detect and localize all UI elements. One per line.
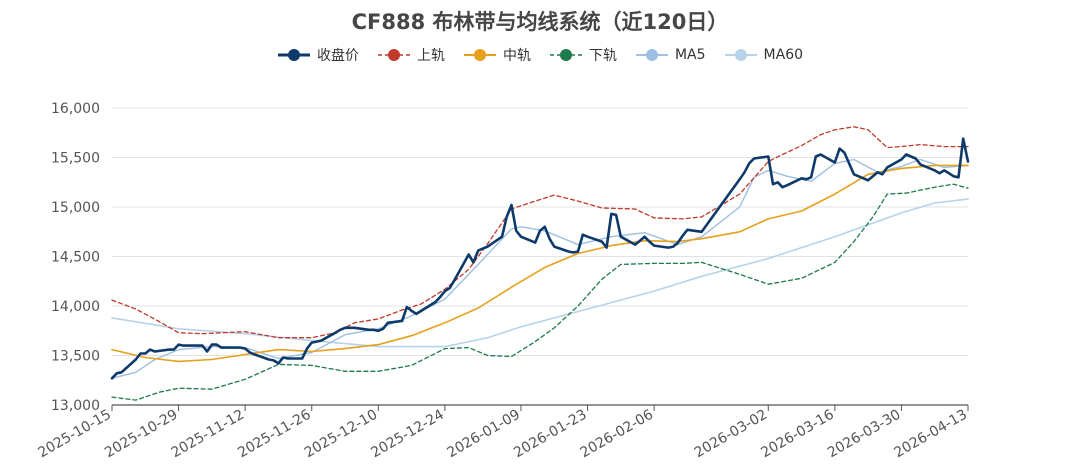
y-tick-label: 13,500 bbox=[51, 349, 100, 365]
x-tick-label: 2025-11-12 bbox=[169, 407, 247, 462]
chart-title: CF888 布林带与均线系统（近120日） bbox=[351, 10, 729, 34]
legend-item-close[interactable]: 收盘价 bbox=[277, 45, 359, 65]
legend-swatch-middle-band bbox=[463, 49, 496, 61]
y-tick-label: 14,000 bbox=[51, 299, 100, 315]
series-line-close bbox=[110, 137, 970, 380]
x-tick-label: 2026-03-02 bbox=[692, 407, 770, 462]
series-line-ma60 bbox=[111, 198, 969, 348]
x-tick-label: 2026-01-09 bbox=[445, 407, 523, 462]
x-tick-label: 2026-02-06 bbox=[578, 407, 657, 462]
x-tick-label: 2025-10-15 bbox=[36, 407, 114, 462]
legend-item-ma60[interactable]: MA60 bbox=[724, 47, 803, 63]
legend-item-middle-band[interactable]: 中轨 bbox=[463, 45, 531, 65]
legend-swatch-upper-band bbox=[377, 49, 410, 61]
legend-swatch-lower-band bbox=[549, 49, 582, 61]
legend-label-ma5: MA5 bbox=[674, 47, 706, 63]
series-line-middle-band bbox=[111, 164, 969, 363]
x-tick-label: 2025-10-29 bbox=[102, 407, 180, 462]
series-line-ma5 bbox=[111, 158, 969, 379]
series-line-lower-band bbox=[111, 183, 969, 401]
legend-label-middle-band: 中轨 bbox=[502, 48, 531, 64]
y-tick-label: 13,000 bbox=[51, 398, 100, 414]
series-line-upper-band bbox=[111, 126, 969, 339]
y-tick-label: 14,500 bbox=[51, 250, 100, 266]
y-tick-label: 15,000 bbox=[51, 200, 100, 216]
legend-label-close: 收盘价 bbox=[316, 48, 359, 64]
legend-item-lower-band[interactable]: 下轨 bbox=[549, 45, 617, 65]
x-tick-label: 2026-03-30 bbox=[825, 407, 903, 462]
legend-label-ma60: MA60 bbox=[763, 47, 804, 63]
legend-swatch-close bbox=[277, 49, 310, 61]
legend-swatch-ma60 bbox=[724, 49, 757, 61]
legend-item-upper-band[interactable]: 上轨 bbox=[377, 45, 445, 65]
x-tick-label: 2025-12-24 bbox=[368, 407, 447, 462]
legend: 收盘价 上轨 中轨 下轨 MA5 MA60 bbox=[0, 45, 1080, 65]
x-tick-label: 2026-04-13 bbox=[892, 407, 970, 462]
y-tick-label: 16,000 bbox=[51, 101, 100, 117]
legend-label-lower-band: 下轨 bbox=[588, 48, 617, 64]
x-tick-label: 2025-12-10 bbox=[302, 407, 380, 462]
x-tick-label: 2025-11-26 bbox=[235, 407, 314, 462]
x-tick-label: 2026-03-16 bbox=[758, 407, 837, 462]
y-tick-label: 15,500 bbox=[51, 151, 100, 167]
legend-swatch-ma5 bbox=[635, 49, 668, 61]
legend-item-ma5[interactable]: MA5 bbox=[635, 47, 706, 63]
legend-label-upper-band: 上轨 bbox=[416, 48, 445, 64]
x-tick-label: 2026-01-23 bbox=[511, 407, 589, 462]
